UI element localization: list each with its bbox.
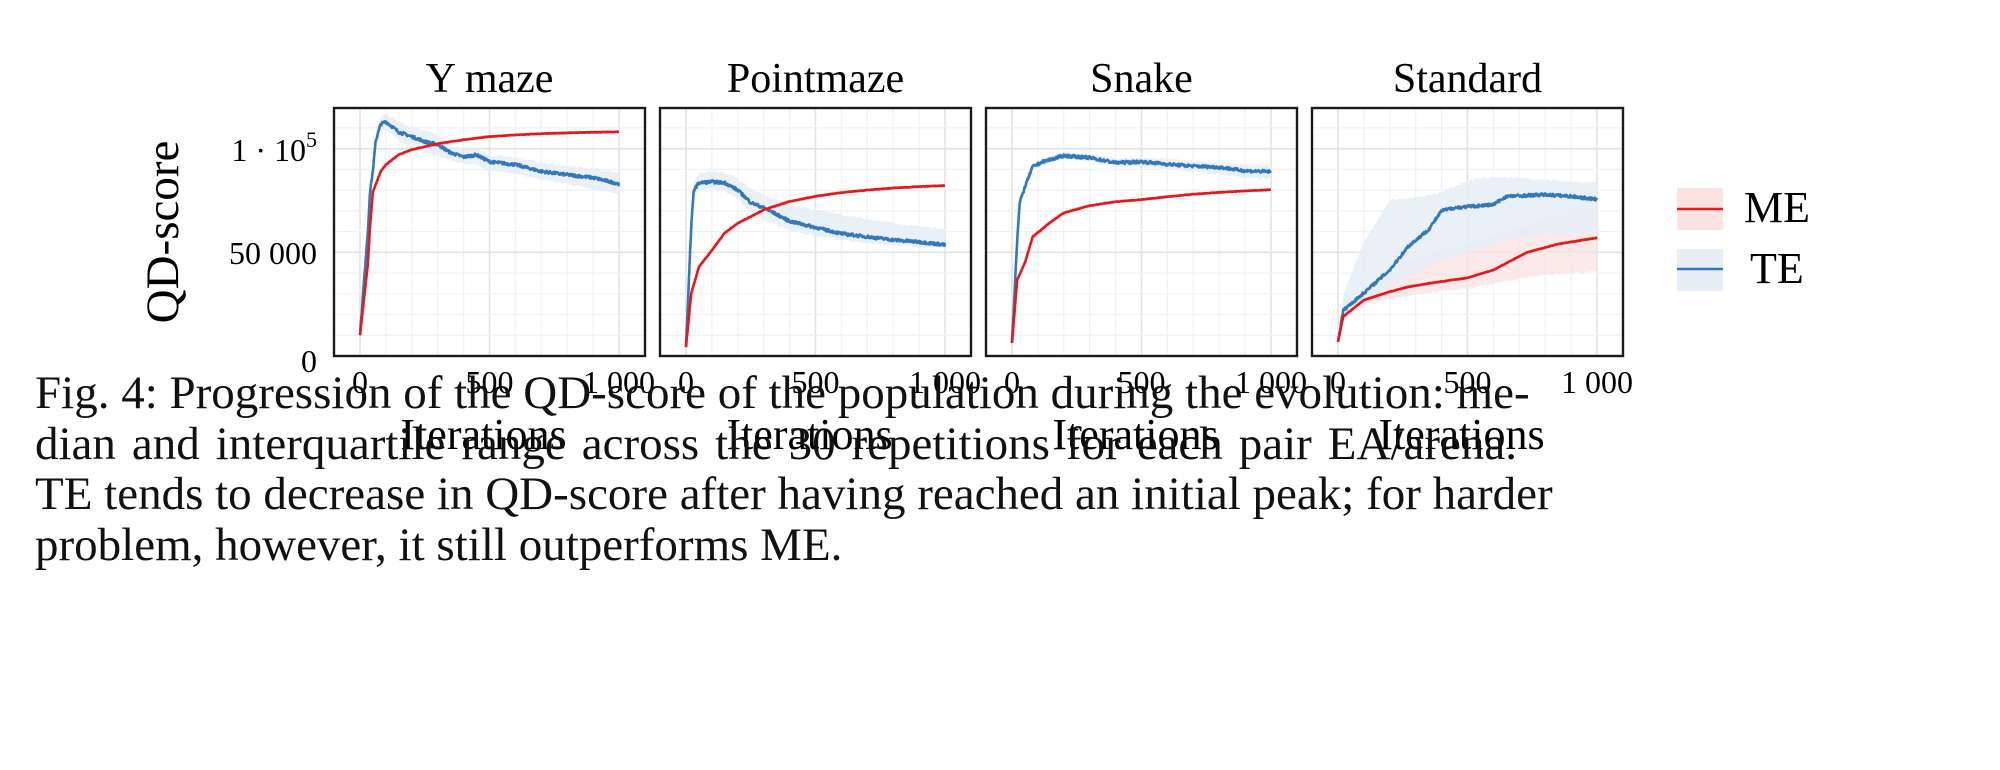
- legend: ME TE: [1677, 183, 1810, 293]
- x-tick-label: 0: [1004, 364, 1020, 400]
- panel-frame: [332, 106, 647, 358]
- caption-line-1: Fig. 4: Progression of the QD-score of t…: [35, 367, 1530, 419]
- panel-frame: [1310, 106, 1625, 358]
- caption-line-3: TE tends to decrease in QD-score after h…: [35, 468, 1553, 520]
- panel-title: Pointmaze: [727, 56, 904, 102]
- plot-area: [358, 113, 621, 337]
- median-line-te: [684, 179, 947, 348]
- legend-label-me: ME: [1744, 183, 1810, 232]
- x-tick-label: 0: [1330, 364, 1346, 400]
- iqr-band-me: [1338, 206, 1597, 343]
- y-tick-label-0: 0: [301, 343, 317, 379]
- legend-entry-te: TE: [1677, 244, 1804, 293]
- panels-group: Y maze 0 500 1 000 Iterations Pointmaze 0 500 1 …: [332, 56, 1633, 459]
- x-axis-label: Iterations: [1378, 410, 1544, 459]
- x-tick-label: 0: [352, 364, 368, 400]
- y-tick-label-100000: 1 · 105: [231, 127, 317, 168]
- median-line-te: [1336, 192, 1599, 343]
- plot-area: [1010, 151, 1272, 345]
- median-line-me: [1336, 236, 1598, 343]
- x-axis-label: Iterations: [726, 410, 892, 459]
- panel-title: Y maze: [426, 56, 554, 102]
- x-tick-label: 500: [1444, 364, 1492, 400]
- median-line-me: [1010, 188, 1272, 344]
- x-axis-label: Iterations: [1052, 410, 1218, 459]
- plot-area: [1336, 176, 1599, 344]
- median-line-te: [358, 120, 621, 335]
- panel-frame: [984, 106, 1299, 358]
- iqr-band-te: [360, 113, 619, 334]
- y-tick-labels: 0 50 000 1 · 105: [229, 127, 317, 379]
- panel-pointmaze: Pointmaze 0 500 1 000 Iterations: [658, 56, 981, 459]
- plot-area: [684, 170, 947, 349]
- panel-title: Snake: [1090, 56, 1193, 102]
- grid: [334, 108, 645, 356]
- panel-title: Standard: [1393, 56, 1542, 102]
- y-tick-label-100000-mantissa: 1 · 10: [231, 132, 306, 168]
- median-line-me: [358, 130, 620, 336]
- panel-y-maze: Y maze 0 500 1 000 Iterations: [332, 56, 655, 459]
- grid: [986, 108, 1297, 356]
- y-axis-label: QD-score: [137, 141, 189, 324]
- caption-line-4: problem, however, it still outperforms M…: [35, 518, 843, 571]
- y-tick-label-50000: 50 000: [229, 235, 317, 271]
- figure-caption: Fig. 4: Progression of the QD-score of t…: [35, 367, 1553, 571]
- x-tick-label: 1 000: [1561, 364, 1633, 400]
- x-tick-label: 1 000: [1235, 364, 1307, 400]
- x-tick-label: 1 000: [909, 364, 981, 400]
- median-line-te: [1010, 153, 1272, 343]
- panel-standard: Standard 0 500 1 000 Iterations: [1310, 56, 1633, 459]
- legend-label-te: TE: [1750, 244, 1804, 293]
- x-tick-label: 500: [466, 364, 514, 400]
- iqr-band-te: [686, 170, 945, 349]
- panel-frame: [658, 106, 973, 358]
- x-tick-label: 500: [1118, 364, 1166, 400]
- x-tick-label: 500: [792, 364, 840, 400]
- iqr-band-te: [1338, 176, 1597, 344]
- y-tick-label-100000-exponent: 5: [306, 127, 317, 152]
- x-tick-label: 1 000: [583, 364, 655, 400]
- x-tick-label: 0: [678, 364, 694, 400]
- x-axis-label: Iterations: [400, 410, 566, 459]
- legend-entry-me: ME: [1677, 183, 1810, 232]
- median-line-me: [684, 184, 946, 348]
- caption-line-2: dian and interquartile range across the …: [35, 417, 1517, 470]
- panel-snake: Snake 0 500 1 000 Iterations: [984, 56, 1307, 459]
